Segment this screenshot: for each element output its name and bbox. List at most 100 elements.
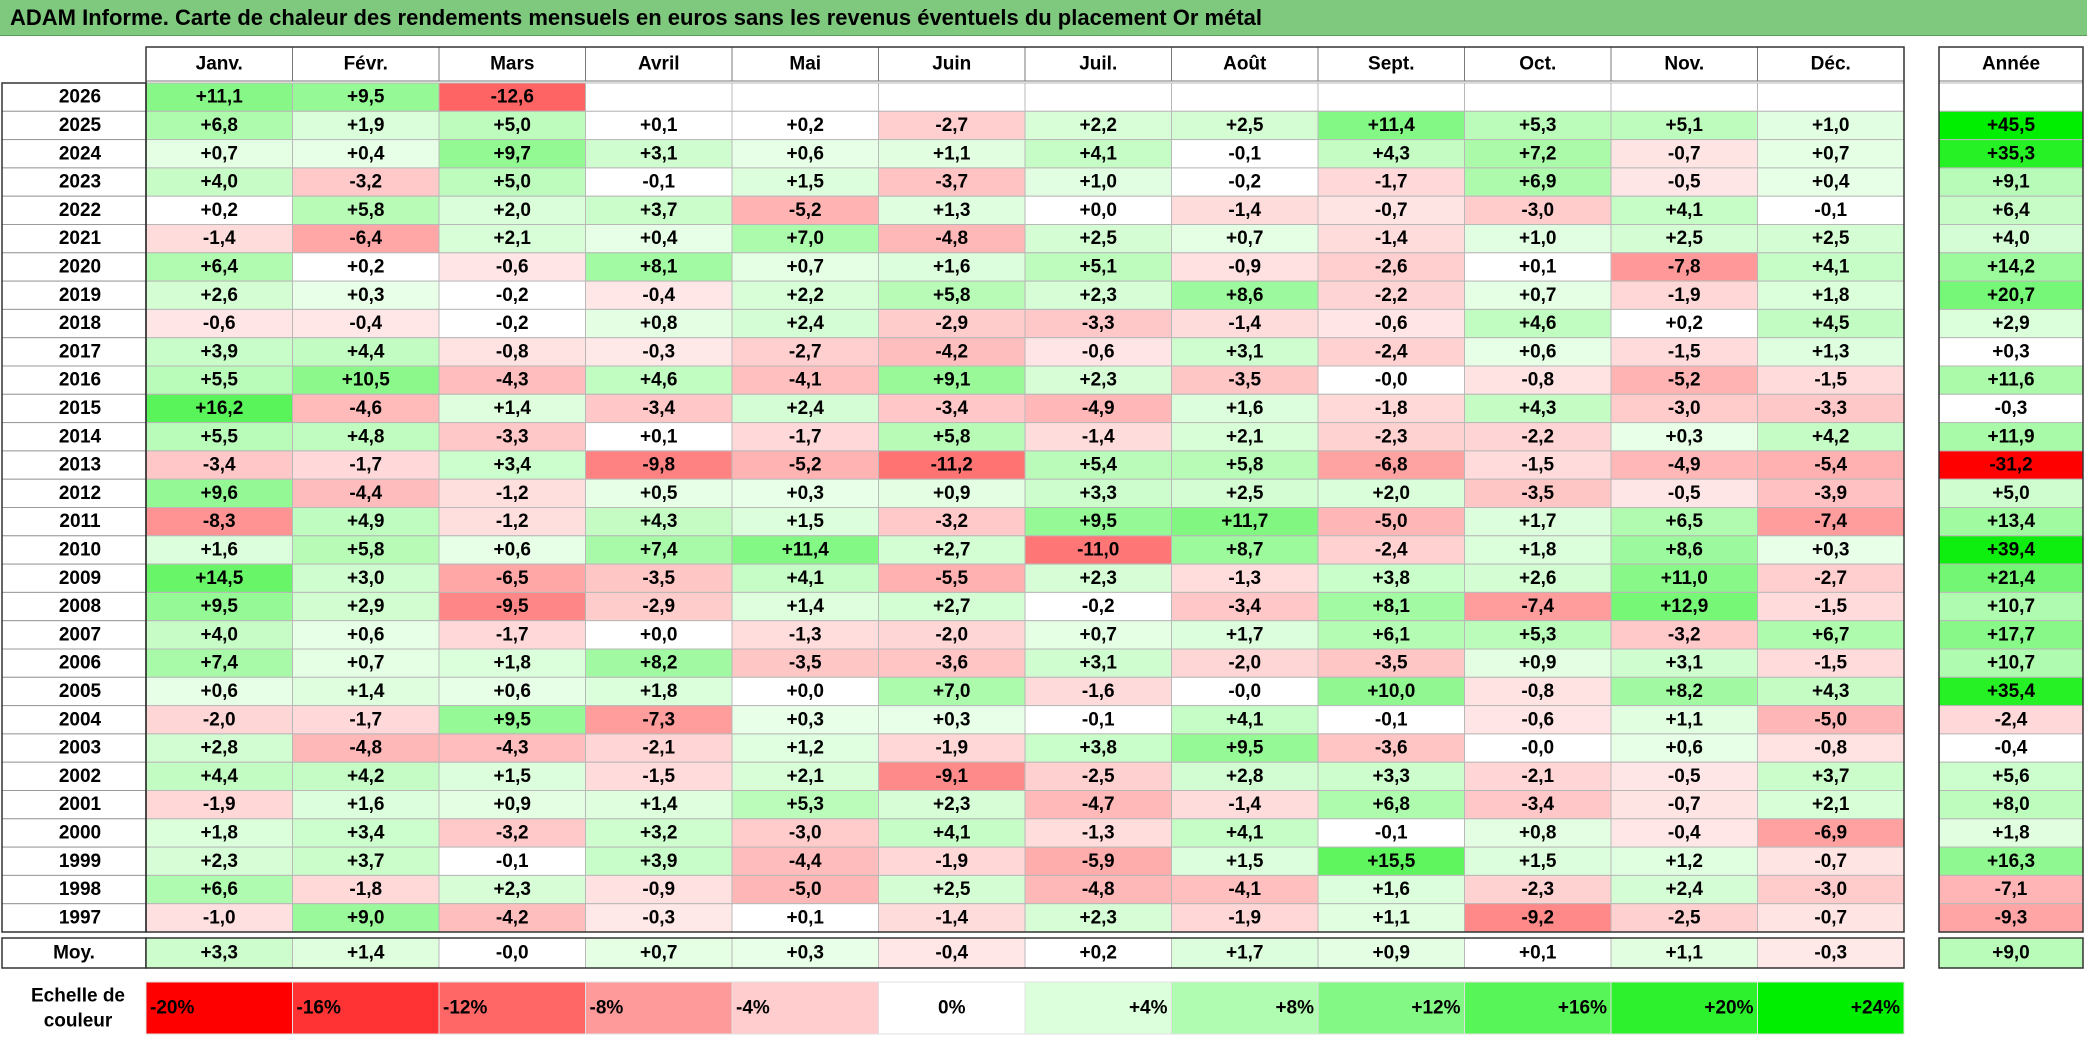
heatmap-cell bbox=[438, 620, 586, 650]
heatmap-cell bbox=[1024, 563, 1172, 593]
heatmap-cell bbox=[145, 620, 293, 650]
cell-value: +3,2 bbox=[640, 822, 678, 843]
heatmap-cell bbox=[292, 308, 440, 339]
heatmap-cell bbox=[438, 874, 586, 905]
cell-value: +15,5 bbox=[1367, 851, 1416, 872]
cell-value: +0,6 bbox=[200, 681, 238, 702]
year-label: 2004 bbox=[59, 709, 102, 730]
cell-value: -4,4 bbox=[349, 483, 382, 504]
heatmap-cell bbox=[731, 818, 879, 848]
cell-value: +2,5 bbox=[1079, 228, 1117, 249]
heatmap-cell bbox=[585, 393, 733, 424]
annual-value: +35,4 bbox=[1987, 681, 2036, 702]
cell-value: +1,6 bbox=[933, 256, 971, 277]
cell-value: +6,6 bbox=[200, 879, 238, 900]
cell-value: -0,5 bbox=[1668, 766, 1701, 787]
cell-value: +6,1 bbox=[1372, 624, 1410, 645]
heatmap-cell bbox=[438, 195, 586, 225]
scale-swatch bbox=[731, 981, 879, 1035]
year-cell bbox=[1, 478, 147, 509]
year-label: 2001 bbox=[59, 794, 102, 815]
year-label: 2005 bbox=[59, 681, 102, 702]
heatmap-cell bbox=[292, 535, 440, 565]
heatmap-cell bbox=[438, 705, 586, 735]
heatmap-cell bbox=[1317, 676, 1465, 707]
year-cell bbox=[1, 82, 147, 112]
cell-value: -3,0 bbox=[1668, 398, 1701, 419]
cell-value: +10,5 bbox=[342, 370, 391, 391]
heatmap-cell bbox=[585, 535, 733, 565]
cell-value: -2,2 bbox=[1521, 426, 1554, 447]
cell-value: -0,1 bbox=[1082, 709, 1115, 730]
cell-value: +0,6 bbox=[493, 681, 531, 702]
annual-value: +10,7 bbox=[1987, 653, 2035, 674]
average-value: -0,3 bbox=[1814, 943, 1847, 964]
cell-value: +2,6 bbox=[1519, 568, 1557, 589]
heatmap-cell bbox=[1171, 535, 1319, 565]
cell-value: +1,4 bbox=[640, 794, 678, 815]
cell-value: +1,4 bbox=[786, 596, 824, 617]
cell-value: +2,4 bbox=[786, 313, 824, 334]
month-header-cell bbox=[438, 46, 586, 82]
year-cell bbox=[1, 422, 147, 452]
heatmap-cell bbox=[292, 422, 440, 452]
heatmap-cell bbox=[1171, 478, 1319, 509]
cell-value: +2,3 bbox=[1079, 370, 1117, 391]
year-label: 2009 bbox=[59, 568, 101, 589]
cell-value: -5,2 bbox=[1668, 370, 1701, 391]
cell-value: -5,9 bbox=[1082, 851, 1115, 872]
cell-value: -0,8 bbox=[496, 341, 529, 362]
heatmap-cell bbox=[1757, 422, 1905, 452]
month-header-label: Juin bbox=[932, 54, 971, 75]
heatmap-cell bbox=[1610, 535, 1758, 565]
cell-value: +0,9 bbox=[493, 794, 531, 815]
cell-value: +5,8 bbox=[1226, 455, 1264, 476]
cell-value: -0,7 bbox=[1814, 851, 1847, 872]
cell-value: -5,0 bbox=[789, 879, 822, 900]
month-header-cell bbox=[1610, 46, 1758, 82]
cell-value: +1,8 bbox=[640, 681, 678, 702]
cell-value: -0,6 bbox=[1082, 341, 1115, 362]
scale-value: +16% bbox=[1558, 998, 1607, 1019]
cell-value: +0,0 bbox=[1079, 200, 1117, 221]
cell-value: +2,3 bbox=[933, 794, 971, 815]
cell-value: -9,2 bbox=[1521, 907, 1554, 928]
average-label-cell bbox=[1, 937, 147, 969]
heatmap-cell bbox=[731, 733, 879, 763]
cell-value: -4,9 bbox=[1082, 398, 1115, 419]
cell-value: +11,7 bbox=[1221, 511, 1268, 532]
cell-value: +5,3 bbox=[1519, 624, 1557, 645]
heatmap-cell bbox=[585, 478, 733, 509]
cell-value: -1,4 bbox=[1228, 794, 1261, 815]
year-label: 1997 bbox=[59, 907, 101, 928]
heatmap-cell bbox=[1024, 252, 1172, 282]
annual-value: +4,0 bbox=[1992, 228, 2030, 249]
average-value: +0,2 bbox=[1079, 943, 1117, 964]
cell-value: +2,9 bbox=[347, 596, 385, 617]
heatmap-cell bbox=[1464, 874, 1612, 905]
annual-value: +35,3 bbox=[1987, 143, 2035, 164]
cell-value: -0,6 bbox=[1521, 709, 1554, 730]
cell-value: -4,1 bbox=[1228, 879, 1261, 900]
year-label: 2013 bbox=[59, 455, 101, 476]
cell-value: -7,4 bbox=[1814, 511, 1847, 532]
year-label: 2011 bbox=[59, 511, 101, 532]
heatmap-cell bbox=[878, 337, 1026, 367]
year-label: 2002 bbox=[59, 766, 101, 787]
heatmap-cell bbox=[878, 903, 1026, 933]
cell-value: +4,5 bbox=[1812, 313, 1850, 334]
cell-value: -5,2 bbox=[789, 200, 822, 221]
heatmap-cell bbox=[878, 478, 1026, 509]
cell-value: -3,3 bbox=[1814, 398, 1847, 419]
cell-value: +0,3 bbox=[347, 285, 385, 306]
annual-cell bbox=[1938, 676, 2084, 707]
cell-value: +3,3 bbox=[1079, 483, 1117, 504]
cell-value: -4,4 bbox=[789, 851, 822, 872]
cell-value: +4,3 bbox=[1372, 143, 1410, 164]
heatmap-cell bbox=[1171, 195, 1319, 225]
cell-value: +16,2 bbox=[195, 398, 243, 419]
year-cell bbox=[1, 874, 147, 905]
heatmap-cell bbox=[1024, 591, 1172, 622]
cell-value: +0,6 bbox=[786, 143, 824, 164]
cell-value: +2,8 bbox=[200, 738, 238, 759]
